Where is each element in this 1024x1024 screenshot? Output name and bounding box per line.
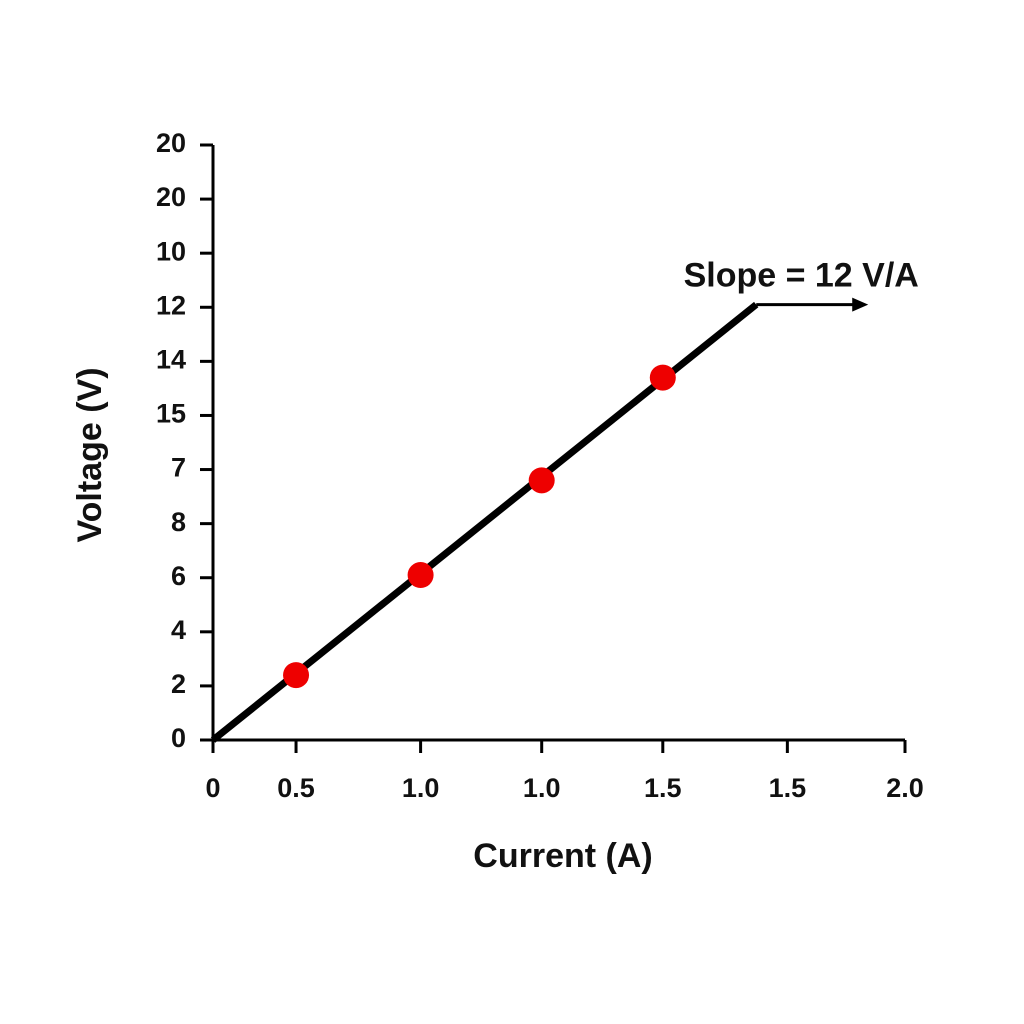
x-tick-label: 1.5 xyxy=(769,773,807,803)
x-tick-label: 1.0 xyxy=(523,773,561,803)
y-tick-label: 10 xyxy=(156,236,186,266)
annotation: Slope = 12 V/A xyxy=(684,257,919,295)
y-tick-label: 2 xyxy=(171,669,186,699)
data-point xyxy=(407,562,434,589)
y-tick-label: 15 xyxy=(156,399,186,429)
data-point xyxy=(649,364,676,391)
x-tick-label: 0.5 xyxy=(277,773,315,803)
y-tick-label: 14 xyxy=(156,344,186,374)
x-tick-label: 1.0 xyxy=(402,773,440,803)
x-tick-label: 2.0 xyxy=(886,773,924,803)
y-tick-label: 8 xyxy=(171,507,186,537)
y-tick-label: 20 xyxy=(156,128,186,158)
y-tick-label: 0 xyxy=(171,723,186,753)
arrow-head xyxy=(852,297,869,312)
y-tick-label: 7 xyxy=(171,453,186,483)
y-tick-label: 12 xyxy=(156,290,186,320)
data-point xyxy=(528,467,555,494)
x-tick-label: 1.5 xyxy=(644,773,682,803)
data-point xyxy=(283,662,310,689)
y-tick-label: 4 xyxy=(171,615,186,645)
y-tick-label: 20 xyxy=(156,182,186,212)
y-axis-title: Voltage (V) xyxy=(71,367,109,542)
y-tick-label: 6 xyxy=(171,561,186,591)
x-axis-title: Current (A) xyxy=(473,837,652,875)
x-tick-label: 0 xyxy=(205,773,220,803)
